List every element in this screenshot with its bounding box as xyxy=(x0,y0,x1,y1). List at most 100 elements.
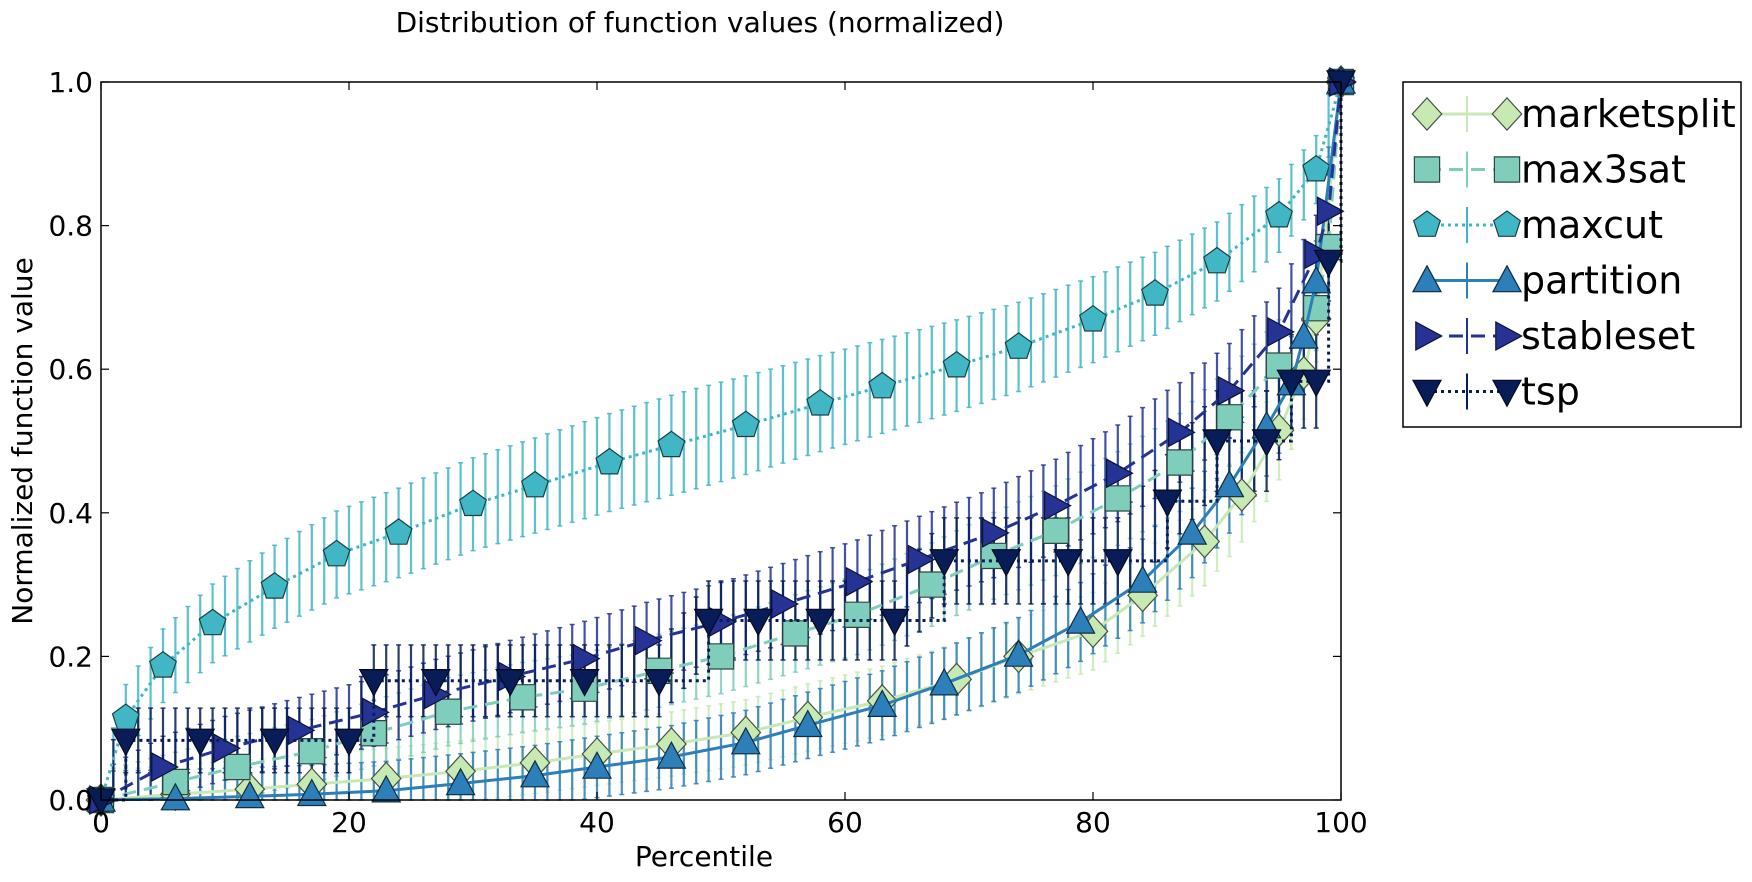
data-point-partition xyxy=(234,780,265,809)
data-point-max3sat xyxy=(1042,517,1069,544)
data-point-tsp xyxy=(1313,249,1344,278)
legend-marker xyxy=(1491,97,1523,131)
data-point-tsp xyxy=(1301,369,1332,398)
data-point-stableset xyxy=(1168,417,1196,448)
data-point-maxcut xyxy=(198,608,227,636)
data-point-tsp xyxy=(743,608,774,637)
data-point-max3sat xyxy=(298,738,325,765)
data-point-maxcut xyxy=(111,703,140,731)
data-point-partition xyxy=(296,778,327,807)
data-point-stableset xyxy=(362,697,390,728)
data-point-partition xyxy=(1301,265,1332,294)
data-point-partition xyxy=(1003,639,1034,667)
legend-label: partition xyxy=(1521,259,1682,303)
legend-label: tsp xyxy=(1521,370,1580,414)
data-point-max3sat xyxy=(1216,404,1243,431)
series-line-marketsplit xyxy=(100,81,1343,802)
data-point-partition xyxy=(581,751,613,779)
legend-box xyxy=(1402,81,1742,428)
data-point-max3sat xyxy=(162,768,189,796)
data-point-partition xyxy=(1177,516,1208,545)
data-point-maxcut xyxy=(1302,154,1331,182)
data-point-maxcut xyxy=(806,388,835,416)
data-point-tsp xyxy=(333,728,365,757)
data-point-partition xyxy=(160,782,191,811)
data-point-max3sat xyxy=(509,684,536,711)
legend: marketsplit max3sat maxcut partition stables… xyxy=(1402,81,1742,428)
y-tick-label: 0.8 xyxy=(48,210,93,243)
axis-ticks: 0 20 40 60 80 100 0.0 0.2 0.4 0.6 0.8 1.0 xyxy=(48,66,1367,839)
data-point-stableset xyxy=(572,643,601,674)
data-point-maxcut xyxy=(458,489,488,517)
legend-marker xyxy=(1411,379,1443,408)
data-point-stableset xyxy=(1106,458,1134,489)
data-point-partition xyxy=(792,709,823,738)
plot-area xyxy=(85,65,1357,817)
series-stableset xyxy=(89,66,1357,816)
series-line-stableset xyxy=(100,81,1343,802)
data-point-maxcut xyxy=(384,518,413,545)
data-point-maxcut xyxy=(1264,200,1294,228)
data-point-maxcut xyxy=(1004,332,1033,359)
data-point-maxcut xyxy=(260,572,289,599)
data-point-max3sat xyxy=(1104,485,1131,512)
data-point-max3sat xyxy=(782,620,809,647)
legend-item: maxcut xyxy=(1412,203,1663,247)
legend-marker xyxy=(1495,320,1523,352)
data-point-max3sat xyxy=(1166,449,1193,476)
data-point-stableset xyxy=(151,751,179,783)
data-point-partition xyxy=(656,740,687,769)
data-point-tsp xyxy=(1152,489,1183,518)
data-point-tsp xyxy=(358,669,389,697)
data-point-tsp xyxy=(420,669,451,697)
data-point-maxcut xyxy=(322,539,351,567)
data-point-maxcut xyxy=(520,470,550,498)
data-point-stableset xyxy=(1267,316,1295,347)
data-point-tsp xyxy=(693,608,724,637)
chart-title: Distribution of function values (normali… xyxy=(396,6,1005,39)
data-point-partition xyxy=(519,759,551,788)
legend-item: stableset xyxy=(1415,314,1695,358)
data-point-partition xyxy=(867,689,898,717)
data-point-tsp xyxy=(185,728,216,757)
data-point-tsp xyxy=(1276,369,1307,398)
data-point-tsp xyxy=(643,669,675,697)
data-point-maxcut xyxy=(942,350,971,378)
x-tick-label: 20 xyxy=(331,806,367,839)
data-point-tsp xyxy=(110,728,141,757)
data-point-tsp xyxy=(495,669,526,697)
data-point-max3sat xyxy=(224,753,251,781)
data-point-tsp xyxy=(991,549,1022,577)
plot-frame xyxy=(100,81,1342,801)
data-point-partition xyxy=(1065,605,1096,634)
data-point-partition xyxy=(929,667,960,696)
data-point-stableset xyxy=(1316,196,1345,227)
y-tick-label: 0.6 xyxy=(48,353,93,386)
data-point-maxcut xyxy=(595,447,624,475)
data-point-partition xyxy=(445,767,476,796)
data-point-stableset xyxy=(634,625,663,656)
data-point-stableset xyxy=(982,517,1010,548)
x-tick-label: 100 xyxy=(1314,806,1367,839)
y-tick-label: 0.2 xyxy=(48,640,93,673)
data-point-stableset xyxy=(213,733,241,764)
legend-label: marketsplit xyxy=(1521,92,1736,136)
data-point-tsp xyxy=(1102,549,1133,577)
y-tick-label: 0.0 xyxy=(48,784,93,817)
legend-item: partition xyxy=(1411,259,1682,303)
data-point-partition xyxy=(1127,565,1158,593)
y-tick-label: 1.0 xyxy=(48,66,93,99)
x-tick-label: 80 xyxy=(1075,806,1111,839)
legend-marker xyxy=(1413,156,1441,183)
data-point-tsp xyxy=(805,608,836,637)
data-point-partition xyxy=(1214,469,1245,498)
data-point-stableset xyxy=(1044,490,1072,521)
x-tick-label: 40 xyxy=(579,806,615,839)
data-point-max3sat xyxy=(360,720,387,747)
data-point-maxcut xyxy=(868,371,897,399)
data-point-maxcut xyxy=(1140,279,1170,306)
legend-marker xyxy=(1411,97,1443,131)
x-axis-label: Percentile xyxy=(635,840,773,873)
data-point-tsp xyxy=(1251,429,1282,457)
